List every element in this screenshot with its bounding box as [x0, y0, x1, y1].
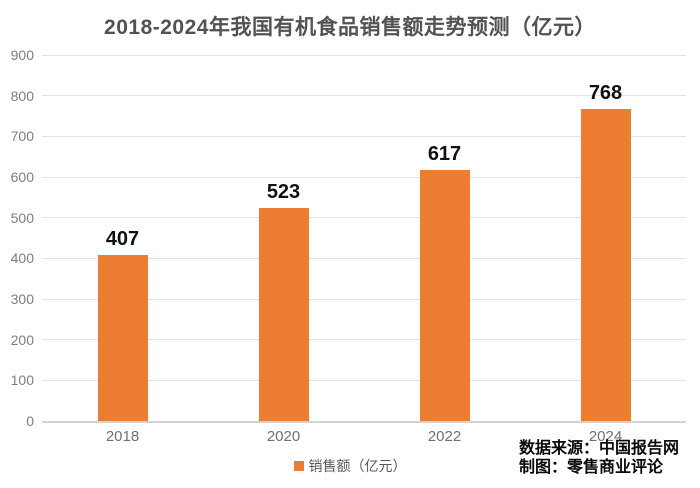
chart-credit-line: 制图：零售商业评论: [519, 459, 664, 476]
gridline: [42, 54, 686, 56]
y-axis-tick-label: 900: [10, 47, 34, 63]
y-axis-tick-label: 0: [26, 413, 34, 429]
bar-data-label: 768: [588, 81, 623, 104]
y-axis-tick-label: 600: [10, 169, 34, 185]
footer-credits: 数据来源：中国报告网 制图：零售商业评论: [519, 439, 679, 477]
gridline: [42, 135, 686, 137]
gridline: [42, 379, 686, 381]
chart-title: 2018-2024年我国有机食品销售额走势预测（亿元）: [104, 16, 596, 39]
legend-series-label: 销售额（亿元）: [308, 458, 407, 474]
bar-data-label: 407: [105, 228, 140, 251]
bar-2018: [97, 255, 148, 421]
x-axis-line: [42, 421, 686, 423]
y-axis-tick-label: 400: [10, 250, 34, 267]
data-source-line: 数据来源：中国报告网: [519, 440, 680, 457]
bar-2024: [580, 108, 631, 421]
y-axis-tick-label: 300: [10, 291, 34, 307]
x-axis-tick-label: 2024: [588, 428, 623, 445]
gridline: [42, 176, 686, 178]
bar-2022: [419, 170, 470, 421]
y-axis-tick-label: 700: [10, 128, 34, 145]
y-axis-tick-label: 500: [10, 209, 34, 226]
x-axis-tick-label: 2018: [105, 428, 140, 445]
x-axis-tick-label: 2022: [427, 428, 462, 445]
bar-data-label: 523: [266, 181, 301, 204]
x-axis-tick-label: 2020: [266, 428, 301, 445]
bar-2020: [258, 208, 309, 421]
gridline: [42, 217, 686, 219]
gridline: [42, 257, 686, 259]
gridline: [42, 298, 686, 300]
bar-data-label: 617: [427, 143, 462, 166]
gridline: [42, 95, 686, 97]
y-axis-tick-label: 200: [10, 331, 34, 348]
gridline: [42, 339, 686, 341]
y-axis-tick-label: 100: [10, 372, 34, 389]
legend-swatch-icon: [293, 461, 304, 471]
y-axis-tick-label: 800: [10, 87, 34, 104]
legend: 销售额（亿元）: [0, 456, 700, 476]
